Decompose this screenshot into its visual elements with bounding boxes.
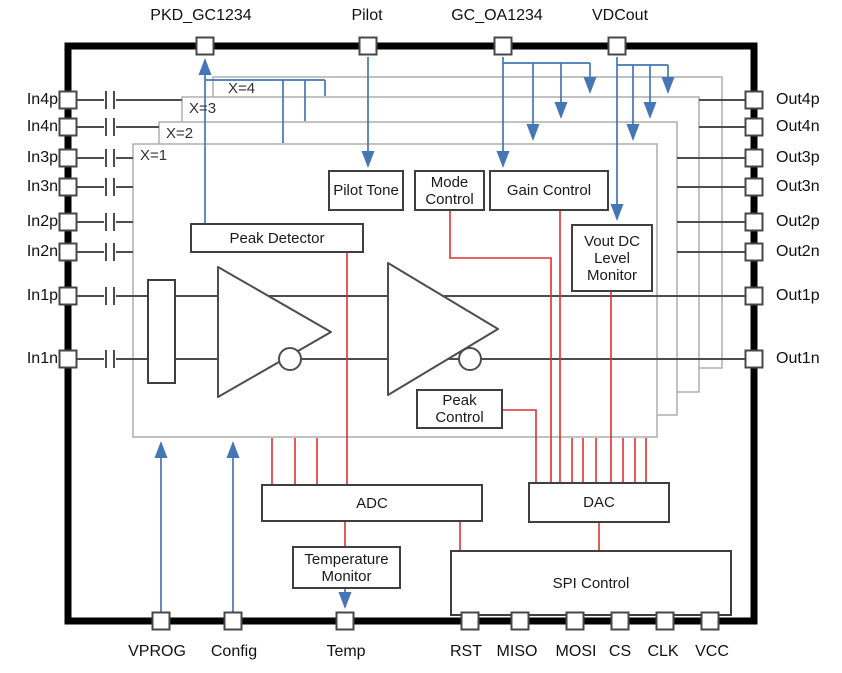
block-label-gain-control: Gain Control [506,182,592,199]
pin-in1n [58,349,78,369]
pin-config [223,611,243,631]
pin-in2p [58,212,78,232]
pin-label-out3n: Out3n [776,178,820,195]
channel-label-x3: X=3 [189,100,217,117]
pin-label-in1p: In1p [26,287,58,304]
pin-label-in3p: In3p [26,149,58,166]
block-gain-control [489,170,609,211]
output-signal-lines [677,99,748,253]
pin-out4p [744,90,764,110]
pin-cs [610,611,630,631]
pin-label-out2p: Out2p [776,213,820,230]
pin-out4n [744,117,764,137]
channel-label-x1: X=1 [140,147,168,164]
control-signal-lines [154,57,675,612]
pin-label-temp: Temp [326,643,366,660]
inverting-output-bubble-2 [458,347,482,371]
pin-in4p [58,90,78,110]
pin-out1p [744,286,764,306]
pin-label-out1p: Out1p [776,287,820,304]
pin-label-miso: MISO [496,643,538,660]
pin-label-out2n: Out2n [776,243,820,260]
block-label-peak-control: Peak Control [435,392,484,426]
pin-clk [655,611,675,631]
pin-label-vcc: VCC [695,643,729,660]
amplifier-chain [147,262,748,398]
pin-label-vdcout: VDCout [591,7,649,24]
pin-label-out4n: Out4n [776,118,820,135]
amplifier-2-icon [387,262,499,396]
inverting-output-bubble-1 [278,347,302,371]
pin-label-in4p: In4p [26,91,58,108]
block-label-mode-control: Mode Control [425,173,474,208]
channel-label-x2: X=2 [166,125,194,142]
pin-vdcout [607,36,627,56]
pin-mosi [565,611,585,631]
pin-in2n [58,242,78,262]
block-peak-detector [190,223,364,253]
pin-out2n [744,242,764,262]
pin-label-in1n: In1n [26,350,58,367]
block-temperature-monitor [292,546,401,589]
pin-label-mosi: MOSI [555,643,597,660]
monitor-signal-lines [271,210,647,551]
block-label-spi-control: SPI Control [552,574,630,592]
pin-rst [460,611,480,631]
block-peak-control [416,389,503,429]
block-label-temperature-monitor: Temperature Monitor [304,550,389,585]
pin-temp [335,611,355,631]
pin-label-in3n: In3n [26,178,58,195]
pin-out3n [744,177,764,197]
pin-gc-oa1234 [493,36,513,56]
pin-label-config: Config [210,643,258,660]
pin-pilot [358,36,378,56]
pin-label-rst: RST [450,643,482,660]
pin-in1p [58,286,78,306]
pin-vprog [151,611,171,631]
pin-label-in2n: In2n [26,243,58,260]
pin-label-out3p: Out3p [776,149,820,166]
block-adc [261,484,483,522]
block-label-vout-dc-monitor: Vout DC Level Monitor [584,232,640,284]
pin-in3p [58,148,78,168]
block-vout-dc-monitor [571,224,653,292]
pin-in3n [58,177,78,197]
pin-label-pilot: Pilot [351,7,383,24]
pin-label-in4n: In4n [26,118,58,135]
pin-miso [510,611,530,631]
pin-pads [58,36,764,631]
pin-label-vprog: VPROG [128,643,186,660]
input-signal-lines [76,91,182,368]
pin-label-gc-oa1234: GC_OA1234 [451,7,543,24]
input-stage-block [147,279,176,384]
pin-in4n [58,117,78,137]
block-dac [528,482,670,523]
block-label-pilot-tone: Pilot Tone [333,182,399,199]
block-label-peak-detector: Peak Detector [229,229,325,247]
pin-label-out1n: Out1n [776,350,820,367]
pin-label-out4p: Out4p [776,91,820,108]
amplifier-1-icon [217,266,332,398]
function-blocks [190,170,732,616]
pin-vcc [700,611,720,631]
block-spi-control [450,550,732,616]
channel-label-x4: X=4 [228,80,256,97]
pin-out3p [744,148,764,168]
pin-pkd-gc1234 [195,36,215,56]
block-mode-control [414,170,485,211]
pin-label-cs: CS [608,643,632,660]
pin-label-clk: CLK [647,643,679,660]
block-label-adc: ADC [356,494,388,512]
pin-out1n [744,349,764,369]
block-label-dac: DAC [583,494,615,511]
pin-label-in2p: In2p [26,213,58,230]
pin-out2p [744,212,764,232]
block-pilot-tone [328,170,404,211]
pin-label-pkd-gc1234: PKD_GC1234 [150,7,252,24]
